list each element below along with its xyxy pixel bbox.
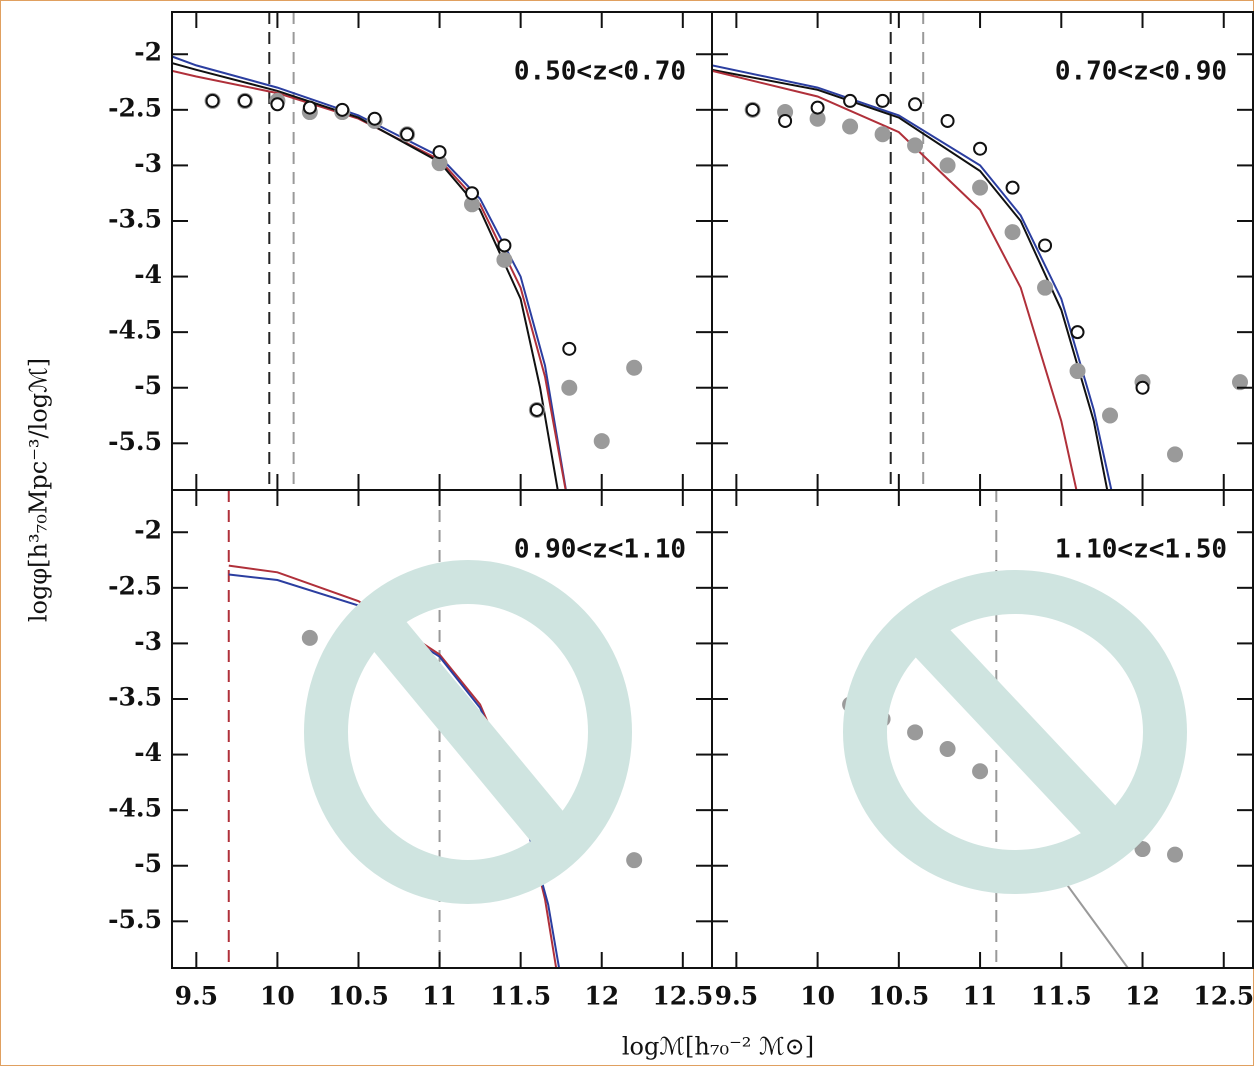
x-tick-label: 9.5 [175,982,219,1011]
x-tick-label: 11.5 [490,982,551,1011]
data-point [1005,180,1020,195]
data-point [1135,380,1150,395]
y-tick-label: -5 [134,849,162,878]
data-point [810,100,825,115]
prohibited-icon [843,570,1187,894]
panel-label: 1.10<z<1.50 [1055,535,1227,565]
data-point [843,93,858,108]
x-tick-label: 10.5 [328,982,389,1011]
data-point [626,852,643,869]
x-tick-label: 12.5 [1193,982,1254,1011]
y-tick-label: -3.5 [108,204,162,233]
panel-border [711,489,1254,969]
data-point [465,186,479,201]
data-point [939,157,956,174]
prohibited-icon [304,560,632,904]
y-tick-label: -2 [134,516,162,545]
data-point [205,93,220,108]
panel-label: 0.70<z<0.90 [1055,57,1227,87]
x-tick-label: 12.5 [652,982,713,1011]
data-point [1232,374,1249,391]
data-point [529,402,544,417]
plots: -2 -2.5 -3 -3.5 -4 -4.5 -5 -5.5 0.50<z<0.70 0.70<… [108,11,1254,1011]
panel-label: 0.90<z<1.10 [514,535,686,565]
curve [712,69,1078,490]
data-point [1134,841,1151,858]
data-point [778,113,793,128]
data-point [907,724,924,741]
data-point [907,137,924,154]
panel: -2 -2.5 -3 -3.5 -4 -4.5 -5 -5.5 0.50<z<0.70 [108,11,713,491]
data-point [496,251,513,268]
overlay [304,560,1187,904]
data-point [593,433,610,450]
data-point [1070,325,1085,340]
data-point [1038,238,1053,253]
y-tick-label: -5.5 [108,427,162,456]
y-tick-label: -3 [134,627,162,656]
panel-label: 0.50<z<0.70 [514,57,686,87]
data-point [908,97,923,112]
x-tick-label: 10 [260,982,295,1011]
x-tick-label: 11 [422,982,457,1011]
y-tick-label: -3 [134,149,162,178]
data-point [237,93,252,108]
data-point [301,629,318,646]
x-tick-label: 12 [584,982,619,1011]
plot-area [172,12,643,490]
data-point [270,97,285,112]
y-tick-label: -4.5 [108,316,162,345]
data-point [939,741,956,758]
y-tick-label: -4 [134,738,162,767]
data-point [561,379,578,396]
curve [712,64,1113,490]
data-point [302,100,317,115]
data-point [367,111,382,126]
data-point [1167,846,1184,863]
panel: 9.5 10 10.5 11 11.5 12 12.5 1.10<z<1.50 [711,489,1254,1011]
x-tick-label: 11 [963,982,998,1011]
data-point [1037,279,1054,296]
y-tick-label: -4 [134,260,162,289]
data-point [745,102,760,117]
data-point [842,118,859,135]
y-axis-label: logφ[h³₇₀Mpc⁻³/logℳ] [25,358,53,622]
data-point [1167,446,1184,463]
x-tick-label: 9.5 [715,982,759,1011]
data-point [432,145,447,160]
data-point [335,102,350,117]
data-point [497,238,512,253]
plot-area [712,12,1249,490]
data-point [874,126,891,143]
y-tick-label: -2.5 [108,93,162,122]
data-point [562,341,577,356]
y-tick-label: -3.5 [108,682,162,711]
x-axis-label: logℳ[h₇₀⁻² ℳ⊙] [622,1033,814,1061]
data-point [972,763,989,780]
data-point [400,127,415,142]
x-tick-label: 10 [800,982,835,1011]
y-tick-label: -4.5 [108,794,162,823]
x-tick-label: 11.5 [1031,982,1092,1011]
data-point [1069,363,1086,380]
data-point [940,113,955,128]
curve [228,573,561,968]
y-tick-label: -5.5 [108,905,162,934]
y-tick-label: -5 [134,371,162,400]
x-tick-label: 12 [1125,982,1160,1011]
data-point [875,93,890,108]
panel: -2 -2.5 -3 -3.5 -4 -4.5 -5 -5.5 9.5 10 10.5 11 11.5 1… [108,489,713,1011]
curve [712,68,1109,490]
data-point [626,359,643,376]
x-tick-label: 10.5 [868,982,929,1011]
y-tick-label: -2 [134,38,162,67]
y-tick-label: -2.5 [108,571,162,600]
data-point [973,141,988,156]
plot-area [227,490,643,968]
data-point [1102,407,1119,424]
data-point [1004,224,1021,241]
data-point [972,179,989,196]
